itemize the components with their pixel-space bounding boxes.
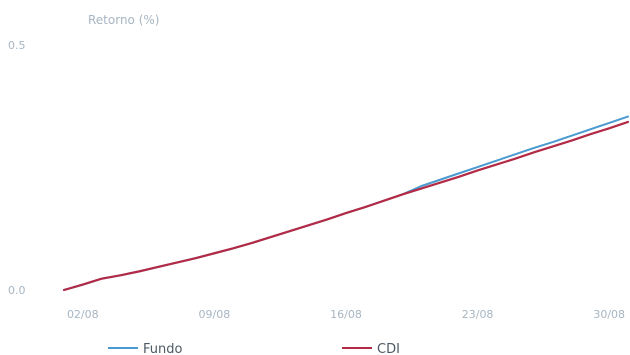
- x-tick-label: 02/08: [67, 308, 99, 321]
- x-tick-label: 16/08: [330, 308, 362, 321]
- y-axis-ticks: 0.0 0.5: [8, 39, 26, 297]
- legend-label-fundo: Fundo: [143, 342, 182, 355]
- x-tick-label: 23/08: [462, 308, 494, 321]
- series-lines: [62, 115, 630, 292]
- legend: Fundo CDI: [108, 342, 400, 355]
- series-line-cdi: [62, 120, 630, 292]
- x-axis-ticks: 02/08 09/08 16/08 23/08 30/08: [67, 308, 625, 321]
- legend-label-cdi: CDI: [377, 342, 400, 355]
- series-line-fundo: [63, 115, 629, 291]
- x-tick-label: 30/08: [593, 308, 625, 321]
- x-tick-label: 09/08: [199, 308, 231, 321]
- y-axis-title: Retorno (%): [88, 13, 159, 27]
- y-tick-label: 0.5: [8, 39, 26, 52]
- y-tick-label: 0.0: [8, 284, 26, 297]
